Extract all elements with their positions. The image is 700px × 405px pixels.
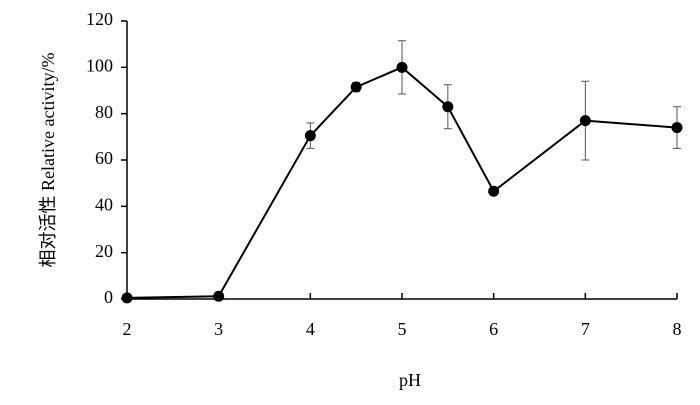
data-point	[579, 115, 591, 127]
x-tick-label: 6	[489, 319, 498, 339]
x-tick-label: 3	[214, 319, 223, 339]
data-point	[213, 290, 225, 302]
y-tick-label: 20	[95, 241, 113, 261]
y-tick-label: 0	[104, 287, 113, 307]
y-tick-label: 80	[95, 102, 113, 122]
x-tick-label: 4	[306, 319, 315, 339]
data-point	[671, 122, 683, 134]
x-axis-label: pH	[399, 370, 421, 390]
data-point	[350, 81, 362, 93]
y-tick-label: 60	[95, 148, 113, 168]
x-tick-label: 5	[398, 319, 407, 339]
y-tick-label: 100	[86, 55, 113, 75]
data-line	[126, 66, 678, 299]
y-axis-label: 相对活性 Relative activity/%	[38, 53, 58, 268]
data-point	[304, 130, 316, 142]
x-tick-label: 7	[581, 319, 590, 339]
data-point	[488, 185, 500, 197]
data-point	[396, 61, 408, 73]
x-tick-label: 2	[123, 319, 132, 339]
y-tick-label: 40	[95, 194, 113, 214]
x-tick-label: 8	[673, 319, 682, 339]
y-tick-label: 120	[86, 9, 113, 29]
data-point	[121, 292, 133, 304]
data-point	[442, 101, 454, 113]
